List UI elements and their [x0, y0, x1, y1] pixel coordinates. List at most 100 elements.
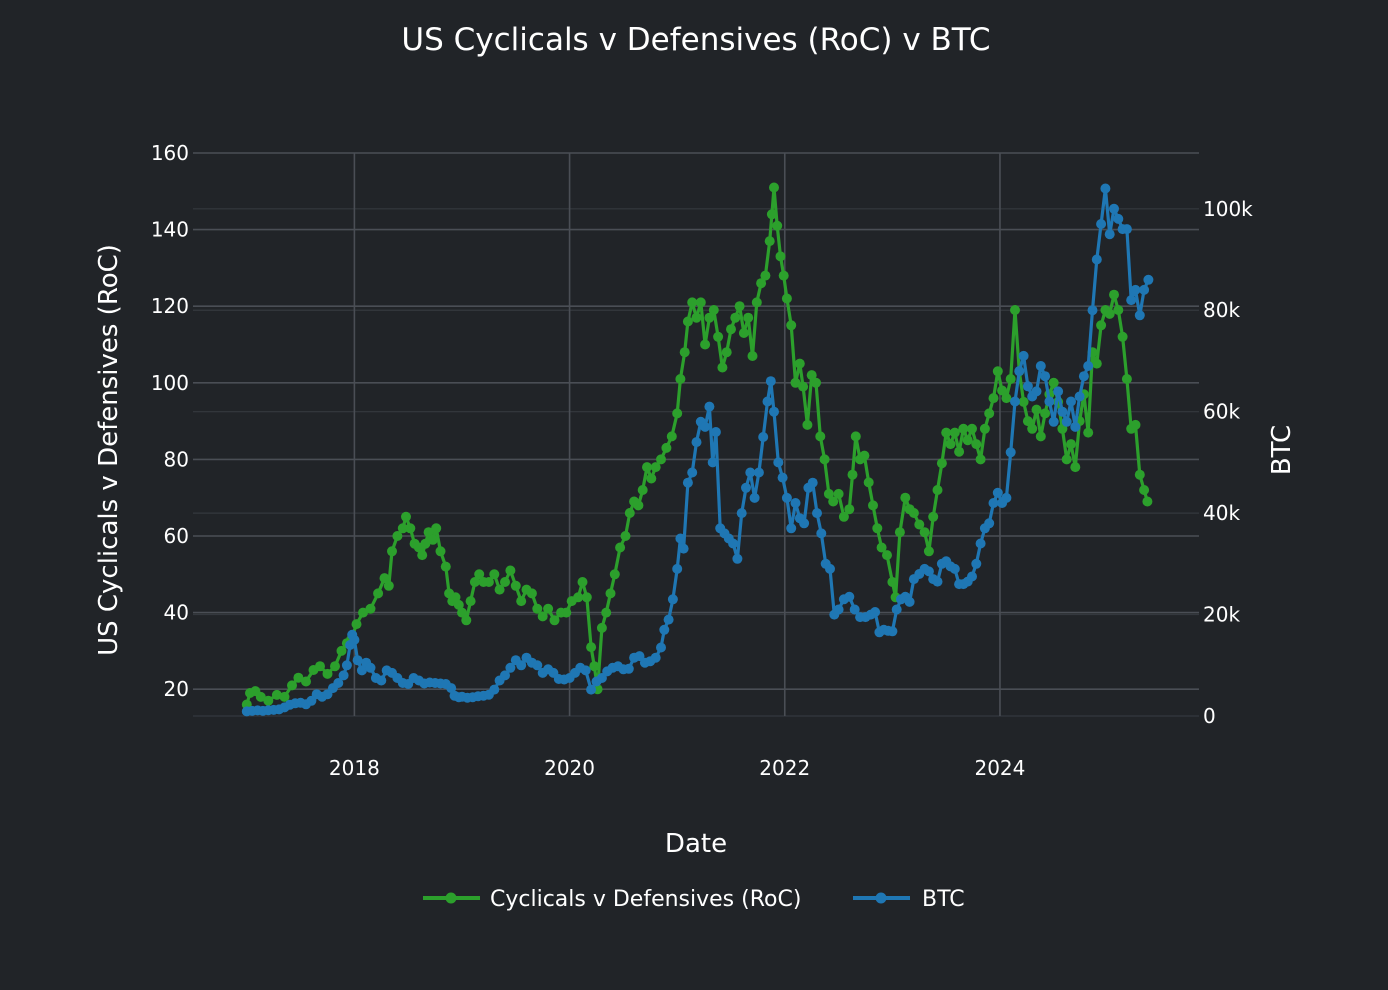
data-point-btc[interactable] — [887, 626, 898, 637]
data-point-btc[interactable] — [758, 432, 769, 442]
data-point-btc[interactable] — [816, 528, 827, 539]
data-point-cyclicals[interactable] — [1027, 423, 1038, 434]
data-point-cyclicals[interactable] — [537, 611, 548, 622]
data-point-btc[interactable] — [1074, 391, 1085, 402]
data-point-btc[interactable] — [984, 518, 995, 529]
data-point-btc[interactable] — [975, 538, 986, 549]
data-point-cyclicals[interactable] — [549, 615, 560, 626]
data-point-cyclicals[interactable] — [383, 580, 394, 591]
data-point-cyclicals[interactable] — [828, 496, 839, 507]
data-point-cyclicals[interactable] — [790, 377, 801, 388]
data-point-btc[interactable] — [341, 660, 352, 671]
data-point-cyclicals[interactable] — [392, 531, 403, 541]
data-point-btc[interactable] — [1044, 396, 1055, 407]
data-point-btc[interactable] — [949, 563, 960, 574]
data-point-cyclicals[interactable] — [397, 523, 408, 534]
data-point-btc[interactable] — [704, 401, 715, 412]
data-point-cyclicals[interactable] — [833, 488, 844, 499]
data-point-cyclicals[interactable] — [811, 377, 821, 388]
data-point-cyclicals[interactable] — [1001, 393, 1012, 404]
data-point-btc[interactable] — [1061, 416, 1072, 427]
data-point-cyclicals[interactable] — [730, 312, 741, 323]
data-point-btc[interactable] — [365, 662, 376, 673]
data-point-btc[interactable] — [904, 596, 915, 607]
data-point-cyclicals[interactable] — [453, 599, 464, 610]
data-point-cyclicals[interactable] — [387, 546, 397, 557]
data-point-btc[interactable] — [700, 421, 711, 432]
data-point-cyclicals[interactable] — [637, 485, 648, 495]
data-point-cyclicals[interactable] — [1031, 404, 1042, 415]
data-point-cyclicals[interactable] — [1018, 396, 1029, 407]
data-point-cyclicals[interactable] — [581, 592, 592, 603]
data-point-btc[interactable] — [1005, 447, 1016, 458]
data-point-cyclicals[interactable] — [596, 622, 607, 633]
data-point-cyclicals[interactable] — [373, 588, 384, 599]
data-point-cyclicals[interactable] — [936, 458, 947, 469]
data-point-btc[interactable] — [765, 376, 776, 387]
data-point-cyclicals[interactable] — [700, 339, 711, 350]
data-point-btc[interactable] — [356, 665, 367, 676]
data-point-btc[interactable] — [446, 683, 457, 694]
data-point-cyclicals[interactable] — [1040, 408, 1051, 419]
data-point-btc[interactable] — [1001, 492, 1012, 503]
data-point-cyclicals[interactable] — [642, 462, 652, 473]
data-point-cyclicals[interactable] — [932, 485, 943, 495]
data-point-cyclicals[interactable] — [1066, 439, 1076, 450]
data-point-cyclicals[interactable] — [781, 293, 792, 304]
data-point-cyclicals[interactable] — [691, 312, 702, 323]
data-point-cyclicals[interactable] — [263, 695, 274, 706]
data-point-cyclicals[interactable] — [601, 607, 612, 618]
data-point-btc[interactable] — [786, 523, 797, 534]
data-point-cyclicals[interactable] — [887, 577, 898, 587]
data-point-cyclicals[interactable] — [301, 676, 311, 687]
data-point-btc[interactable] — [659, 624, 670, 635]
data-point-cyclicals[interactable] — [806, 370, 817, 381]
data-point-cyclicals[interactable] — [605, 588, 616, 599]
data-point-btc[interactable] — [992, 487, 1003, 498]
data-point-btc[interactable] — [812, 508, 822, 519]
data-point-cyclicals[interactable] — [815, 431, 826, 442]
data-point-cyclicals[interactable] — [756, 278, 767, 289]
data-point-cyclicals[interactable] — [650, 462, 661, 473]
data-point-cyclicals[interactable] — [772, 220, 783, 231]
data-point-cyclicals[interactable] — [1130, 419, 1141, 430]
data-point-cyclicals[interactable] — [844, 504, 855, 515]
data-point-cyclicals[interactable] — [435, 546, 446, 557]
data-point-cyclicals[interactable] — [975, 454, 986, 465]
data-point-cyclicals[interactable] — [962, 435, 973, 446]
data-point-btc[interactable] — [971, 558, 982, 569]
data-point-cyclicals[interactable] — [1104, 308, 1115, 319]
data-point-cyclicals[interactable] — [1113, 305, 1124, 315]
data-point-cyclicals[interactable] — [469, 577, 480, 587]
data-point-btc[interactable] — [349, 634, 360, 645]
data-point-btc[interactable] — [1130, 284, 1141, 295]
data-point-btc[interactable] — [741, 482, 751, 493]
data-point-cyclicals[interactable] — [336, 645, 347, 656]
data-point-cyclicals[interactable] — [958, 423, 969, 434]
data-point-cyclicals[interactable] — [919, 527, 930, 538]
data-point-btc[interactable] — [1096, 219, 1107, 229]
data-point-cyclicals[interactable] — [1083, 427, 1094, 438]
data-point-cyclicals[interactable] — [984, 408, 995, 419]
data-point-cyclicals[interactable] — [474, 569, 485, 580]
data-point-cyclicals[interactable] — [1061, 454, 1072, 465]
data-point-cyclicals[interactable] — [330, 661, 340, 672]
data-point-cyclicals[interactable] — [351, 619, 362, 630]
data-point-cyclicals[interactable] — [420, 538, 431, 549]
data-point-cyclicals[interactable] — [1142, 496, 1153, 507]
data-point-cyclicals[interactable] — [543, 603, 554, 614]
data-point-btc[interactable] — [988, 498, 999, 508]
data-point-btc[interactable] — [790, 498, 801, 508]
data-point-btc[interactable] — [500, 670, 510, 681]
data-point-btc[interactable] — [745, 467, 756, 478]
data-point-cyclicals[interactable] — [646, 473, 657, 484]
data-point-cyclicals[interactable] — [615, 542, 626, 553]
data-point-cyclicals[interactable] — [1005, 374, 1016, 384]
data-point-cyclicals[interactable] — [734, 301, 745, 312]
data-point-btc[interactable] — [489, 684, 500, 695]
data-point-cyclicals[interactable] — [868, 500, 878, 511]
data-point-cyclicals[interactable] — [510, 580, 521, 591]
data-point-btc[interactable] — [1066, 396, 1076, 407]
data-point-cyclicals[interactable] — [687, 297, 698, 308]
data-point-cyclicals[interactable] — [440, 561, 451, 572]
